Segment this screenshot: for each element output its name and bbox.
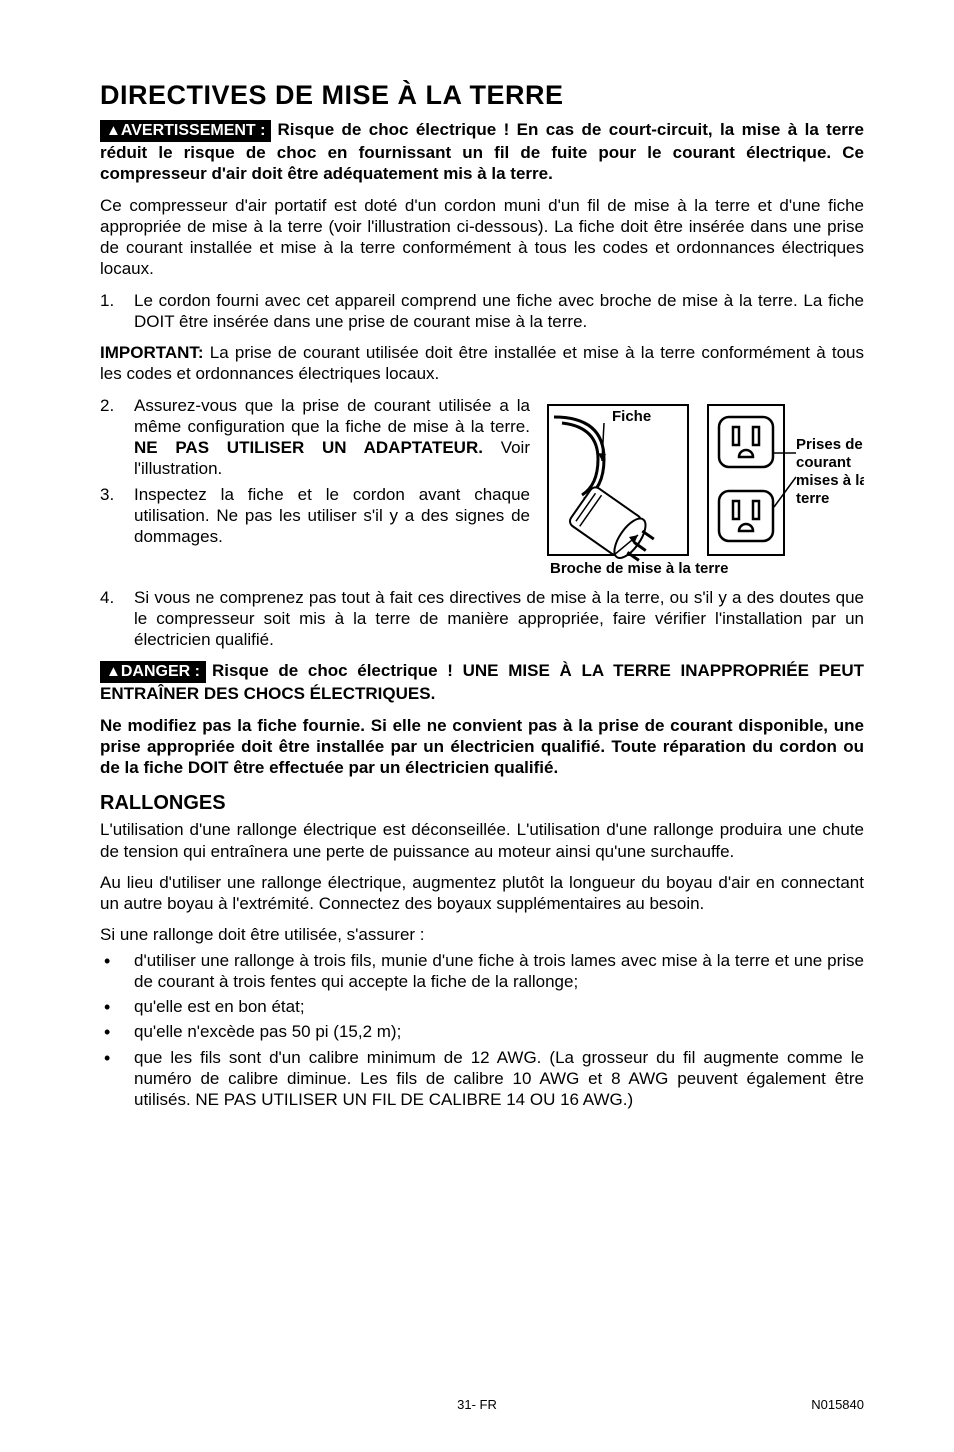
page-title: DIRECTIVES DE MISE À LA TERRE	[100, 80, 864, 111]
warning-triangle-icon: ▲	[106, 122, 121, 139]
important-label: IMPORTANT:	[100, 343, 204, 362]
important-block: IMPORTANT: La prise de courant utilisée …	[100, 342, 864, 385]
instruction-list-2: Assurez-vous que la prise de courant uti…	[100, 395, 864, 651]
instruction-item-3: Inspectez la fiche et le cordon avant ch…	[100, 484, 864, 548]
rallonges-p3: Si une rallonge doit être utilisée, s'as…	[100, 924, 864, 945]
warning-badge: ▲AVERTISSEMENT :	[100, 120, 271, 142]
instruction-item-1: Le cordon fourni avec cet appareil compr…	[100, 290, 864, 333]
danger-badge-label: DANGER :	[121, 663, 200, 680]
danger-triangle-icon: ▲	[106, 663, 121, 680]
footer-center: 31- FR	[0, 1397, 954, 1412]
instruction-item-1-text: Le cordon fourni avec cet appareil compr…	[134, 291, 864, 331]
bullet-2: qu'elle est en bon état;	[100, 996, 864, 1017]
instruction-item-4-text: Si vous ne comprenez pas tout à fait ces…	[134, 588, 864, 650]
danger-block: ▲DANGER :Risque de choc électrique ! UNE…	[100, 660, 864, 704]
warning-badge-label: AVERTISSEMENT :	[121, 122, 266, 139]
instruction-item-2b: NE PAS UTILISER UN ADAPTATEUR.	[134, 438, 483, 457]
instruction-item-4: Si vous ne comprenez pas tout à fait ces…	[100, 587, 864, 651]
instruction-item-2: Assurez-vous que la prise de courant uti…	[100, 395, 864, 480]
instruction-wrap-area: Fiche Prises de courant mises à la terre…	[100, 395, 864, 661]
danger-text-a: Risque de choc électrique !	[212, 661, 463, 680]
instruction-list-1: Le cordon fourni avec cet appareil compr…	[100, 290, 864, 333]
page: DIRECTIVES DE MISE À LA TERRE ▲AVERTISSE…	[0, 0, 954, 1452]
page-footer: 31- FR N015840	[0, 1397, 954, 1412]
instruction-item-3-text: Inspectez la fiche et le cordon avant ch…	[134, 485, 530, 547]
rallonges-p1: L'utilisation d'une rallonge électrique …	[100, 819, 864, 862]
bullet-4: que les fils sont d'un calibre minimum d…	[100, 1047, 864, 1111]
important-text: La prise de courant utilisée doit être i…	[100, 343, 864, 383]
bullet-1: d'utiliser une rallonge à trois fils, mu…	[100, 950, 864, 993]
intro-para: Ce compresseur d'air portatif est doté d…	[100, 195, 864, 280]
warning-block: ▲AVERTISSEMENT :Risque de choc électriqu…	[100, 119, 864, 185]
rallonges-p2: Au lieu d'utiliser une rallonge électriq…	[100, 872, 864, 915]
bullet-3: qu'elle n'excède pas 50 pi (15,2 m);	[100, 1021, 864, 1042]
danger-badge: ▲DANGER :	[100, 661, 206, 683]
subheading: RALLONGES	[100, 792, 864, 815]
instruction-item-2a: Assurez-vous que la prise de courant uti…	[134, 396, 530, 436]
nomod-para: Ne modifiez pas la fiche fournie. Si ell…	[100, 715, 864, 779]
svg-text:Broche de mise à la terre: Broche de mise à la terre	[550, 560, 728, 577]
bullet-list: d'utiliser une rallonge à trois fils, mu…	[100, 950, 864, 1111]
